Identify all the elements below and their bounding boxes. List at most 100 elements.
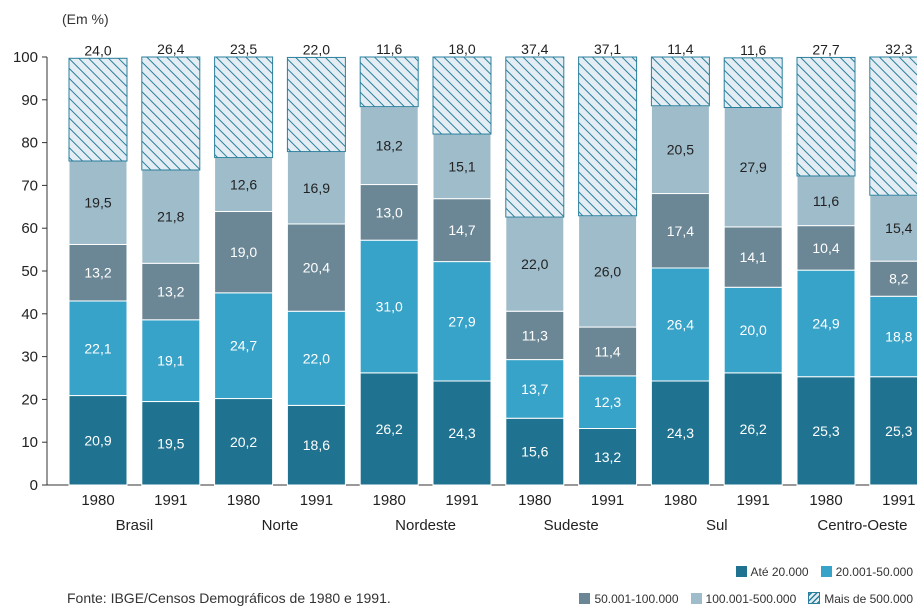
y-unit-label: (Em %) [62, 11, 109, 27]
region-label: Sul [706, 517, 728, 534]
data-label: 20,4 [303, 260, 330, 276]
x-tick-label: 1991 [591, 492, 624, 509]
bar-segment [68, 57, 128, 162]
data-label: 25,3 [812, 423, 839, 439]
data-label: 32,3 [885, 41, 912, 57]
data-label: 18,8 [885, 328, 912, 344]
data-label: 26,2 [376, 421, 403, 437]
data-label: 26,2 [740, 421, 767, 437]
data-label: 19,5 [157, 435, 184, 451]
data-label: 20,5 [667, 142, 694, 158]
data-label: 10,4 [812, 240, 839, 256]
data-label: 11,6 [740, 42, 766, 58]
region-label: Sudeste [544, 517, 599, 534]
bar-segment [650, 193, 710, 269]
data-label: 8,2 [889, 271, 909, 287]
region-label: Brasil [116, 517, 154, 534]
bar-segment [578, 326, 638, 377]
bar-segment [432, 380, 492, 486]
data-label: 22,0 [303, 350, 330, 366]
bar-segment [650, 56, 710, 107]
legend-label: 50.001-100.000 [594, 592, 679, 606]
x-tick-label: 1991 [445, 492, 478, 509]
data-label: 12,6 [230, 177, 257, 193]
x-tick-label: 1980 [809, 492, 842, 509]
bar-segment [286, 151, 346, 225]
bar-segment [68, 395, 128, 486]
bar-segment [141, 319, 201, 403]
bar-segment [214, 56, 274, 159]
data-label: 37,1 [594, 41, 621, 57]
data-label: 24,0 [84, 42, 111, 58]
data-label: 13,2 [84, 265, 111, 281]
data-label: 13,2 [594, 449, 621, 465]
data-label: 24,3 [667, 425, 694, 441]
data-label: 22,0 [303, 41, 330, 57]
bar-segment [869, 194, 917, 262]
data-label: 14,1 [740, 249, 767, 265]
bar-segment [650, 380, 710, 486]
bar-segment [796, 175, 856, 227]
bar-segment [214, 157, 274, 213]
x-tick-label: 1980 [227, 492, 260, 509]
bar-segment [68, 300, 128, 397]
data-label: 11,4 [594, 343, 620, 359]
y-tick-label: 30 [21, 349, 38, 366]
data-label: 27,7 [812, 41, 839, 57]
data-label: 21,8 [157, 209, 184, 225]
bar-segment [432, 261, 492, 382]
y-tick-label: 100 [13, 49, 38, 66]
x-tick-label: 1991 [300, 492, 333, 509]
data-label: 12,3 [594, 394, 621, 410]
x-axis-labels: 1980 1991 1980 1991 1980 1991 1980 1991 1980 1991… [81, 492, 915, 534]
bar-segment [869, 56, 917, 196]
data-label: 20,2 [230, 434, 257, 450]
bar-segment [578, 215, 638, 328]
data-label: 15,4 [885, 220, 912, 236]
data-label: 20,9 [84, 432, 111, 448]
x-tick-label: 1980 [81, 492, 114, 509]
data-label: 23,5 [230, 41, 257, 57]
data-label: 22,1 [84, 340, 111, 356]
data-label: 27,9 [448, 313, 475, 329]
x-tick-label: 1991 [154, 492, 187, 509]
data-label: 24,9 [812, 315, 839, 331]
bar-segment [578, 375, 638, 430]
data-label: 13,0 [376, 204, 403, 220]
y-tick-label: 40 [21, 306, 38, 323]
data-label: 16,9 [303, 180, 330, 196]
data-label: 31,0 [376, 299, 403, 315]
bar-segment [214, 292, 274, 400]
y-tick-label: 10 [21, 434, 38, 451]
data-label: 26,0 [594, 263, 621, 279]
data-label: 14,7 [448, 222, 475, 238]
bar-segment [286, 310, 346, 406]
bar-segment [359, 106, 419, 186]
data-label: 17,4 [667, 223, 694, 239]
bar-segment [578, 56, 638, 217]
data-label: 11,6 [813, 193, 839, 209]
legend-label: 20.001-50.000 [835, 565, 913, 579]
data-label: 27,9 [740, 159, 767, 175]
bar-segment [723, 57, 783, 109]
data-label: 18,6 [303, 437, 330, 453]
bar-segment [723, 286, 783, 374]
y-tick-label: 80 [21, 135, 38, 152]
y-tick-label: 0 [30, 477, 38, 494]
data-label: 18,2 [376, 138, 403, 154]
y-tick-label: 20 [21, 391, 38, 408]
bar-segment [723, 107, 783, 228]
bar-segment [359, 56, 419, 108]
bar-segment [286, 404, 346, 486]
legend-item: Mais de 500.000 [808, 592, 913, 606]
legend-label: Mais de 500.000 [824, 592, 913, 606]
region-label: Norte [262, 517, 299, 534]
legend-row-2: 50.001-100.000 100.001-500.000 Mais de 500… [567, 592, 913, 606]
data-label: 13,2 [157, 284, 184, 300]
bar-segment [286, 56, 346, 153]
data-label: 15,1 [448, 158, 475, 174]
data-label: 11,3 [522, 327, 548, 343]
y-tick-label: 90 [21, 92, 38, 109]
bar-segment [578, 428, 638, 486]
data-label: 15,6 [521, 444, 548, 460]
